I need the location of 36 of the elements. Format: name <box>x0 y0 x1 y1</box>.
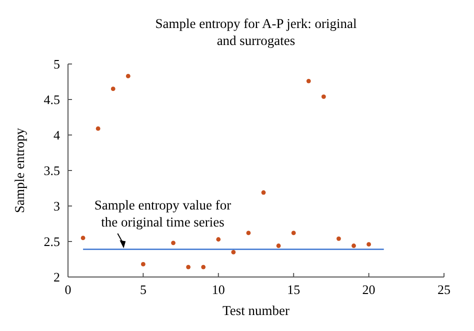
y-tick-label: 4.5 <box>44 92 60 107</box>
point <box>201 264 206 270</box>
x-tick-label: 10 <box>212 282 225 297</box>
point <box>321 94 326 99</box>
point <box>96 126 100 131</box>
point <box>352 244 356 248</box>
point <box>110 86 116 92</box>
point <box>216 237 221 242</box>
y-tick-label: 2 <box>54 270 60 284</box>
x-tick-label: 0 <box>64 282 72 297</box>
y-tick-label: 3.5 <box>44 163 60 178</box>
point <box>141 262 146 266</box>
point <box>261 190 266 195</box>
x-tick-label: 15 <box>287 282 300 297</box>
point <box>291 230 296 236</box>
point <box>366 242 371 247</box>
point <box>171 240 176 246</box>
x-tick-label: 20 <box>362 282 376 297</box>
x-tick-label: 5 <box>140 282 146 297</box>
point <box>246 230 251 236</box>
y-tick-label: 4 <box>54 128 60 142</box>
point <box>336 236 341 241</box>
y-axis-title: Sample entropy <box>12 128 27 214</box>
point <box>186 264 191 270</box>
chart-title: Sample entropy for A-P jerk: original and surrogates <box>155 16 358 48</box>
y-tick-label: 5 <box>54 56 60 72</box>
x-tick-label: 25 <box>438 282 450 297</box>
point <box>231 250 236 254</box>
point <box>306 78 311 84</box>
point <box>80 236 86 240</box>
y-tick-label: 2.5 <box>44 234 60 249</box>
annotation: Sample entropy value for the original time series <box>94 198 232 230</box>
point <box>126 74 130 78</box>
point <box>276 244 281 248</box>
y-tick-label: 3 <box>54 198 60 214</box>
x-axis-title: Test number <box>222 303 290 318</box>
